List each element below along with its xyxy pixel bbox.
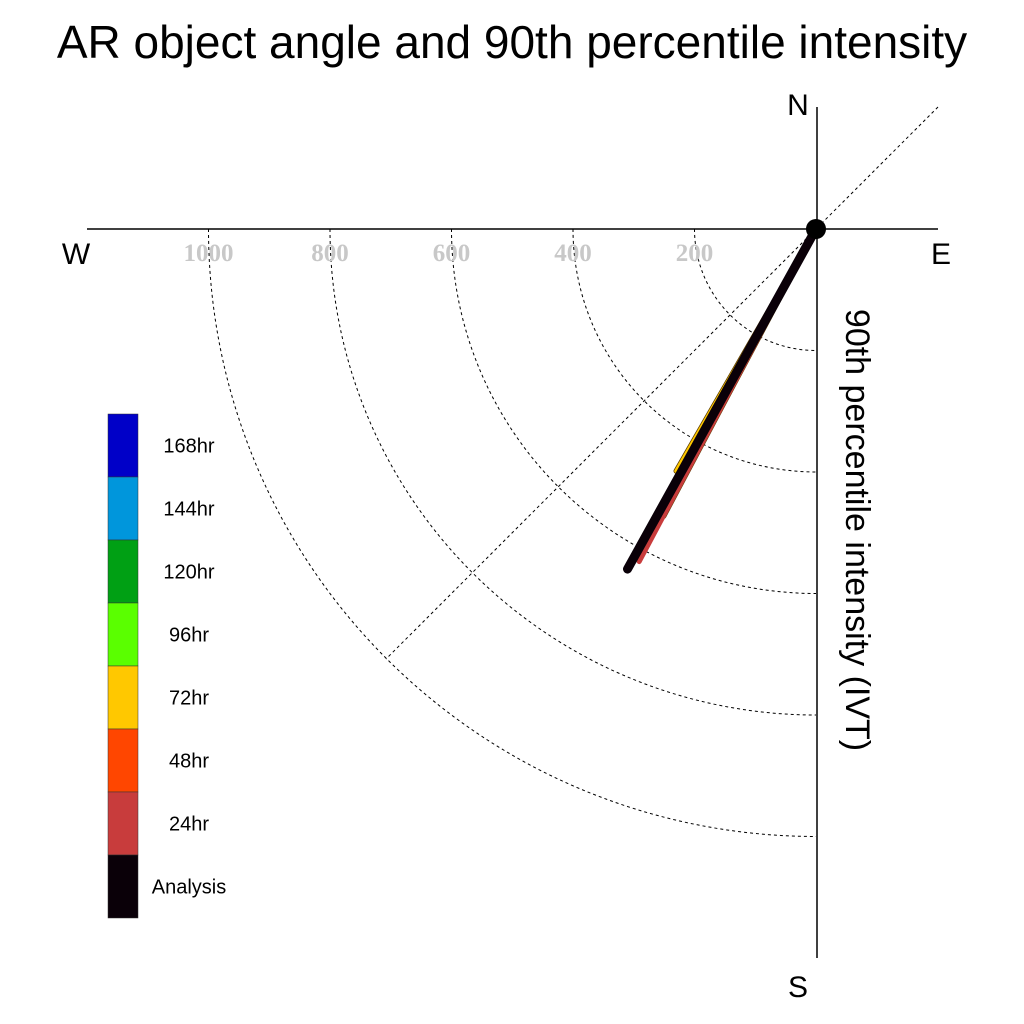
legend-label-analysis: Analysis: [152, 877, 226, 899]
range-ring-200: [694, 228, 817, 351]
legend: 168hr 144hr 120hr 96hr 72hr 48hr 24hr Analysis: [107, 413, 226, 919]
tick-label-400: 400: [554, 240, 592, 267]
legend-swatch-120hr: [107, 539, 139, 604]
legend-swatch-168hr: [107, 413, 139, 478]
tick-label-1000: 1000: [184, 240, 234, 267]
legend-swatch-144hr: [107, 476, 139, 541]
diagonal-guide: [385, 106, 939, 660]
series-group: [623, 224, 821, 574]
radial-ticks: 200 400 600 800 1000: [184, 240, 714, 267]
grid: [208, 106, 939, 837]
compass-south: S: [788, 971, 808, 1004]
origin-marker: [806, 219, 826, 239]
legend-label-120hr: 120hr: [163, 562, 214, 584]
compass-west: W: [62, 238, 91, 271]
tick-label-800: 800: [311, 240, 349, 267]
range-ring-800: [329, 228, 817, 716]
legend-swatch-48hr: [107, 728, 139, 793]
legend-label-96hr: 96hr: [169, 625, 209, 647]
range-ring-600: [451, 228, 817, 594]
tick-label-600: 600: [433, 240, 471, 267]
compass-north: N: [787, 89, 809, 122]
legend-label-144hr: 144hr: [163, 499, 214, 521]
legend-label-48hr: 48hr: [169, 751, 209, 773]
legend-swatch-96hr: [107, 602, 139, 667]
tick-label-200: 200: [676, 240, 714, 267]
legend-label-168hr: 168hr: [163, 436, 214, 458]
legend-label-24hr: 24hr: [169, 814, 209, 836]
series-line-analysis: [623, 224, 821, 574]
y-axis-label: 90th percentile intensity (IVT): [838, 309, 876, 751]
range-ring-1000: [208, 228, 817, 837]
legend-label-72hr: 72hr: [169, 688, 209, 710]
legend-swatch-analysis: [107, 854, 139, 919]
chart-title: AR object angle and 90th percentile inte…: [57, 16, 967, 68]
legend-swatch-24hr: [107, 791, 139, 856]
range-ring-400: [572, 228, 817, 473]
legend-swatch-72hr: [107, 665, 139, 730]
compass-east: E: [931, 238, 951, 271]
